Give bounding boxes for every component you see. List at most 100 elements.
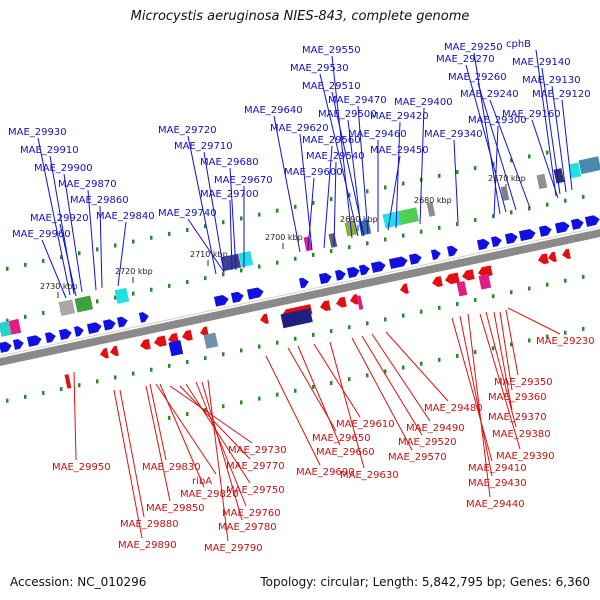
bottom-leader-line <box>207 379 229 542</box>
forward-gene-shape <box>504 232 518 245</box>
bottom-leader-line <box>329 341 365 469</box>
top-leader-line <box>187 135 217 275</box>
forward-gene-shape <box>73 326 84 337</box>
top-leader-line <box>229 199 233 271</box>
bottom-gene-label: MAE_29770 <box>226 461 285 472</box>
bottom-leader-line <box>119 389 145 518</box>
tick-mark <box>132 291 135 296</box>
top-gene-label: MAE_29640 <box>244 105 303 116</box>
tick-mark <box>294 256 297 261</box>
tick-mark <box>240 348 243 353</box>
top-leader-line <box>59 223 77 297</box>
forward-gene-shape <box>490 236 502 248</box>
top-gene-label: MAE_29540 <box>306 151 365 162</box>
top-gene-label: MAE_29840 <box>96 211 155 222</box>
tick-mark <box>240 216 243 221</box>
tick-mark <box>222 272 225 277</box>
tick-mark <box>204 224 207 229</box>
bottom-gene-label: MAE_29660 <box>316 447 375 458</box>
reverse-gene-shape <box>462 269 475 281</box>
forward-gene-shape <box>370 261 386 273</box>
top-leader-line <box>473 52 501 215</box>
feature-block <box>536 173 548 190</box>
tick-mark <box>510 342 513 347</box>
forward-gene-shape <box>213 294 229 307</box>
reverse-gene-shape <box>182 329 193 341</box>
tick-mark <box>186 412 189 417</box>
bottom-gene-label: MAE_29630 <box>340 470 399 481</box>
forward-gene <box>116 316 128 328</box>
bottom-leader-line <box>179 385 251 460</box>
bottom-leader-line <box>505 309 519 376</box>
forward-gene <box>73 326 84 337</box>
tick-mark <box>6 398 9 403</box>
tick-mark <box>510 210 513 215</box>
reverse-gene-shape <box>478 265 493 278</box>
bottom-leader-line <box>507 307 561 335</box>
reverse-gene <box>110 345 119 357</box>
feature-block <box>398 207 420 225</box>
tick-mark <box>114 243 117 248</box>
bottom-leader-line <box>265 355 321 466</box>
feature-block-rect <box>168 340 184 357</box>
kbp-label: 2700 kbp <box>265 233 303 242</box>
top-gene-label: MAE_29870 <box>58 179 117 190</box>
bottom-gene-label: MAE_29230 <box>536 336 595 347</box>
top-gene-label: MAE_29550 <box>302 45 361 56</box>
top-gene-label: MAE_29500 <box>318 109 377 120</box>
forward-gene <box>213 294 229 307</box>
tick-mark <box>510 290 513 295</box>
tick-mark <box>330 197 333 202</box>
reverse-gene <box>400 283 409 294</box>
forward-gene <box>12 339 24 350</box>
tick-mark <box>24 262 27 267</box>
tick-mark <box>42 310 45 315</box>
reverse-gene <box>154 335 167 347</box>
gene-labels: 2730 kbp 2720 kbp 2710 kbp 2700 kbp 2690 kbp… <box>8 39 595 554</box>
tick-mark <box>402 313 405 318</box>
kbp-label: 2680 kbp <box>414 196 452 205</box>
tick-mark <box>564 198 567 203</box>
bottom-leader-line <box>297 345 341 446</box>
top-gene-label: MAE_29560 <box>302 135 361 146</box>
reverse-gene <box>538 253 549 265</box>
tick-mark <box>438 305 441 310</box>
feature-block-rect <box>303 236 313 252</box>
feature-block <box>238 251 254 268</box>
tick-mark <box>348 245 351 250</box>
tick-mark <box>366 189 369 194</box>
top-gene-label: MAE_29530 <box>290 63 349 74</box>
reverse-gene <box>445 272 460 285</box>
reverse-gene <box>336 296 347 308</box>
bottom-leader-line <box>149 383 167 461</box>
top-gene-label: MAE_29740 <box>158 208 217 219</box>
top-leader-line <box>37 137 71 296</box>
feature-block <box>356 295 364 310</box>
forward-gene <box>230 291 244 304</box>
feature-block <box>478 273 492 290</box>
tick-mark <box>420 361 423 366</box>
top-gene-label: MAE_29450 <box>370 145 429 156</box>
top-leader-line <box>319 73 359 237</box>
feature-block <box>382 210 404 229</box>
feature-block <box>168 340 184 357</box>
forward-gene <box>334 269 346 281</box>
bottom-leader-line <box>351 337 413 451</box>
top-leader-line <box>187 218 225 273</box>
gene-features <box>0 156 600 389</box>
bottom-leader-line <box>493 311 513 411</box>
top-gene-label: MAE_29300 <box>468 115 527 126</box>
top-leader-line <box>229 167 237 271</box>
bottom-gene-label: MAE_29350 <box>494 377 553 388</box>
bottom-gene-label: MAE_29650 <box>312 433 371 444</box>
top-leader-line <box>419 107 425 225</box>
tick-mark <box>186 228 189 233</box>
tick-mark <box>150 367 153 372</box>
tick-mark <box>204 276 207 281</box>
top-gene-label: MAE_29910 <box>20 145 79 156</box>
bottom-gene-label: MAE_29490 <box>406 423 465 434</box>
tick-mark <box>6 318 9 323</box>
feature-block-rect <box>64 374 72 389</box>
reverse-gene <box>562 248 571 260</box>
forward-gene <box>58 328 72 340</box>
